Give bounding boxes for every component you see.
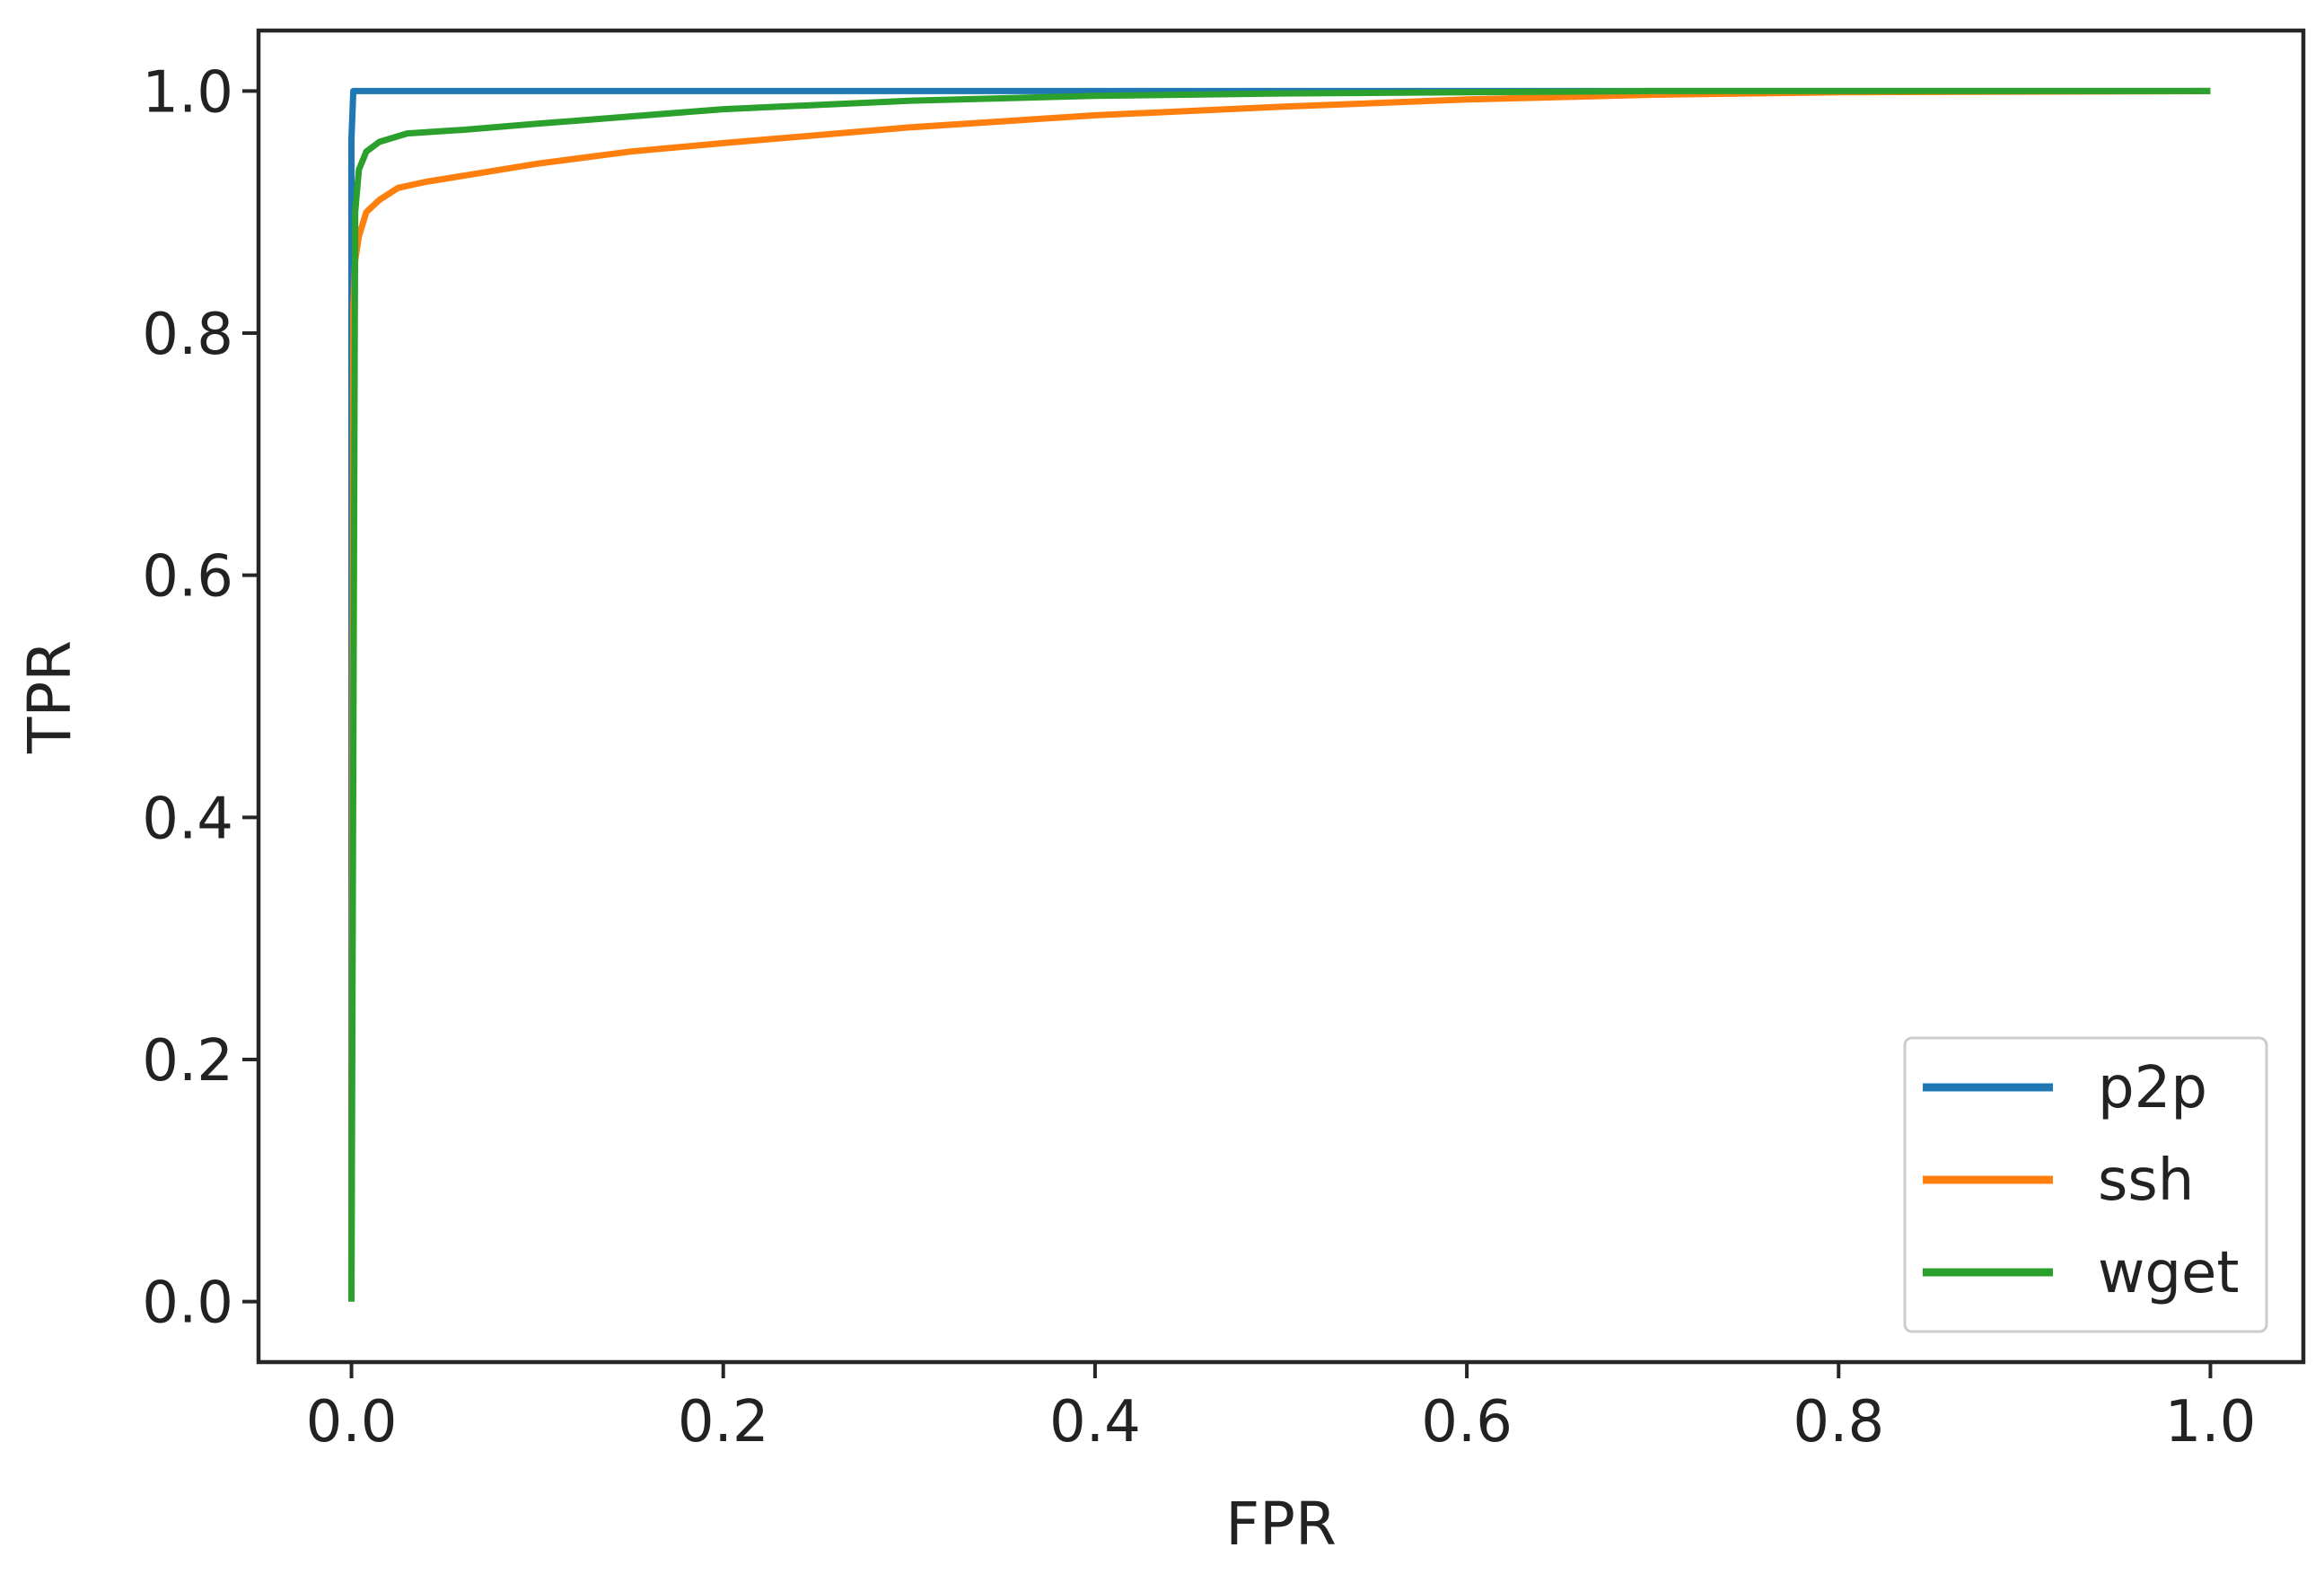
y-axis-label: TPR bbox=[15, 640, 84, 754]
series-lines bbox=[348, 87, 2211, 1302]
y-tick-label: 0.4 bbox=[142, 786, 233, 852]
legend: p2p ssh wget bbox=[1903, 1036, 2268, 1333]
legend-label-wget: wget bbox=[2098, 1240, 2239, 1306]
legend-label-p2p: p2p bbox=[2098, 1055, 2207, 1121]
x-axis-label: FPR bbox=[1225, 1490, 1337, 1559]
x-tick-label: 0.2 bbox=[678, 1389, 769, 1455]
plot-frame bbox=[256, 28, 2306, 1365]
y-axis-ticks: 0.0 0.2 0.4 0.6 0.8 1.0 bbox=[142, 59, 259, 1337]
x-tick-label: 0.8 bbox=[1793, 1389, 1884, 1455]
x-tick-label: 0.0 bbox=[306, 1389, 398, 1455]
x-tick-label: 0.4 bbox=[1049, 1389, 1141, 1455]
y-tick-label: 0.6 bbox=[142, 544, 233, 611]
legend-box bbox=[1903, 1036, 2268, 1333]
x-axis-ticks: 0.0 0.2 0.4 0.6 0.8 1.0 bbox=[306, 1362, 2257, 1455]
y-tick-label: 0.0 bbox=[142, 1271, 233, 1337]
y-tick-label: 0.8 bbox=[142, 302, 233, 368]
y-tick-label: 0.2 bbox=[142, 1028, 233, 1095]
series-line-wget bbox=[348, 87, 2211, 1302]
series-line-ssh bbox=[348, 87, 2211, 1302]
x-tick-label: 0.6 bbox=[1421, 1389, 1513, 1455]
y-tick-label: 1.0 bbox=[142, 59, 233, 126]
x-tick-label: 1.0 bbox=[2165, 1389, 2257, 1455]
legend-label-ssh: ssh bbox=[2098, 1148, 2194, 1214]
